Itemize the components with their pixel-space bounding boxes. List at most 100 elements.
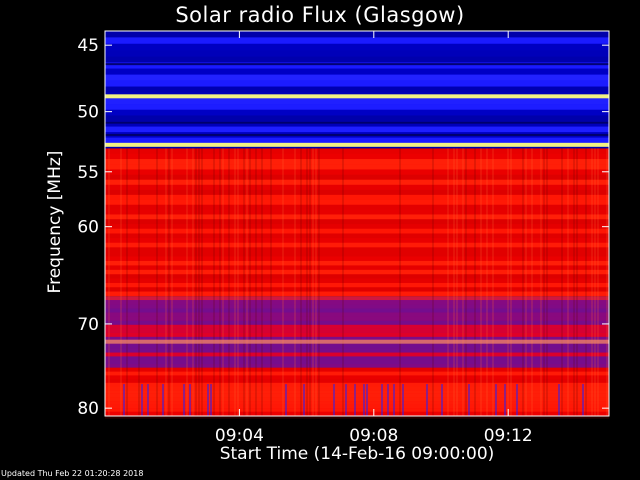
time-column [315,148,317,416]
time-column [318,148,320,416]
texture-strip [105,184,609,190]
time-column [342,148,344,416]
texture-strip [105,379,609,383]
texture-strip [105,74,609,81]
texture-strip [105,194,609,200]
time-column [300,148,302,416]
time-column [312,148,314,416]
time-column-low [441,384,443,416]
time-column-low [285,384,287,416]
time-column [213,148,215,416]
time-column [585,148,587,416]
texture-strip [105,199,609,205]
texture-strip [105,269,609,275]
texture-strip [105,287,609,292]
texture-strip [105,153,609,160]
time-column-low [504,384,506,416]
time-column-low [303,384,305,416]
texture-strip [105,109,609,116]
texture-strip [105,393,609,398]
texture-strip [105,50,609,57]
time-column [306,148,308,416]
texture-strip [105,98,609,105]
y-tick-label: 70 [77,315,99,335]
time-column [522,148,524,416]
y-tick-label: 45 [77,36,99,56]
texture-strip [105,265,609,270]
time-column [270,148,272,416]
time-column [465,148,467,416]
bright-line [105,94,609,99]
texture-strip [105,408,609,412]
texture-strip [105,43,609,51]
time-column [168,148,170,416]
texture-strip [105,274,609,279]
texture-strip [105,126,609,133]
texture-strip [105,382,609,387]
time-column [591,148,593,416]
texture-strip [105,332,609,337]
texture-strip [105,291,609,296]
time-column [165,148,167,416]
texture-strip [105,247,609,252]
x-tick-label: 09:04 [215,426,264,446]
texture-strip [105,189,609,195]
time-column-low [516,384,518,416]
texture-strip [105,159,609,165]
time-column-low [162,384,164,416]
time-column [186,148,188,416]
time-column-low [210,384,212,416]
texture-strip [105,364,609,368]
texture-strip [105,224,609,229]
time-column [453,148,455,416]
time-column [561,148,563,416]
texture-strip [105,164,609,170]
time-column-low [333,384,335,416]
time-column [309,148,311,416]
texture-strip [105,308,609,313]
texture-strip [105,360,609,365]
time-column [249,148,251,416]
texture-strip [105,367,609,372]
chart-title: Solar radio Flux (Glasgow) [175,3,465,27]
y-axis-label: Frequency [MHz] [45,150,65,294]
time-column [594,148,596,416]
time-column-low [183,384,185,416]
texture-strip [105,415,609,419]
time-column-low [363,384,365,416]
time-column [294,148,296,416]
time-column-low [147,384,149,416]
texture-strip [105,348,609,353]
bright-line [105,142,609,147]
texture-strip [105,352,609,357]
texture-strip [105,344,609,349]
texture-strip [105,68,609,75]
time-column [543,148,545,416]
texture-strip [105,256,609,261]
time-column [507,148,509,416]
band-high [105,148,609,297]
texture-strip [105,316,609,321]
time-column [480,148,482,416]
texture-strip [105,304,609,309]
time-column-low [402,384,404,416]
time-column [510,148,512,416]
texture-strip [105,375,609,380]
time-column [243,148,245,416]
time-column [120,148,122,416]
texture-strip [105,328,609,333]
time-column-low [354,384,356,416]
texture-strip [105,401,609,405]
time-column [261,148,263,416]
time-column [474,148,476,416]
texture-strip [105,371,609,376]
time-column-low [468,384,470,416]
texture-strip [105,278,609,283]
texture-strip [105,336,609,341]
time-column [228,148,230,416]
time-column [447,148,449,416]
time-column [462,148,464,416]
texture-strip [105,80,609,87]
